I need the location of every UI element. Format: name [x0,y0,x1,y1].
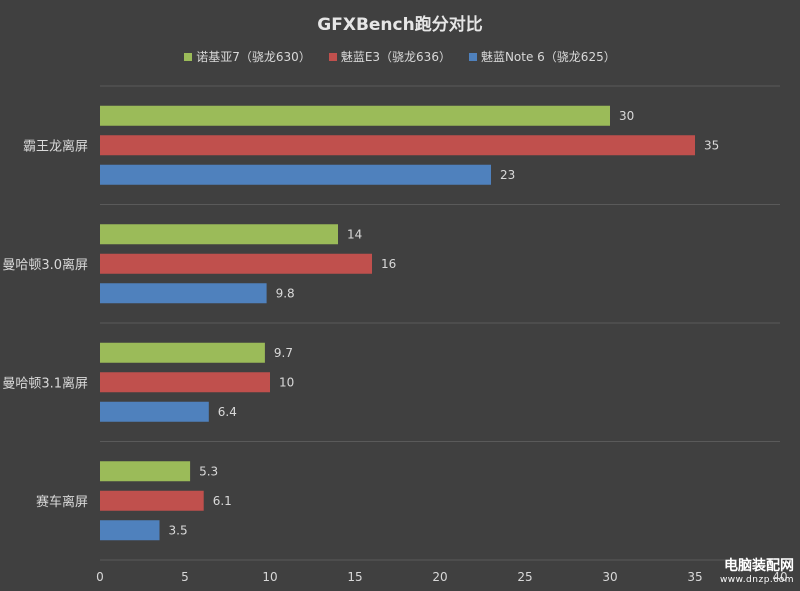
legend-label-2: 魅蓝Note 6（骁龙625） [480,50,616,64]
x-tick-label-5: 25 [517,570,532,584]
watermark-logo: 电脑装配网 www.dnzp.com [720,555,794,585]
data-label-0-0: 30 [619,109,634,123]
data-label-2-1: 9.8 [276,286,295,300]
x-tick-label-4: 20 [432,570,447,584]
x-tick-label-7: 35 [687,570,702,584]
legend-label-1: 魅蓝E3（骁龙636） [340,50,451,64]
bar-2-0 [100,164,491,185]
legend-label-0: 诺基亚7（骁龙630） [196,50,311,64]
category-label-2: 曼哈顿3.1离屏 [2,375,88,391]
data-label-1-0: 35 [704,138,719,152]
legend-item-0: 诺基亚7（骁龙630） [184,48,311,65]
data-label-0-3: 5.3 [199,464,218,478]
bar-1-0 [100,135,695,156]
watermark-name: 电脑装配网 [724,558,794,574]
data-label-0-1: 14 [347,227,362,241]
x-tick-label-8: 40 [772,570,787,584]
bar-2-1 [100,283,267,304]
x-tick-label-2: 10 [262,570,277,584]
legend-item-2: 魅蓝Note 6（骁龙625） [468,48,616,65]
data-label-2-3: 3.5 [169,523,188,537]
data-label-1-1: 16 [381,257,396,271]
bar-0-1 [100,224,338,245]
bar-1-1 [100,253,372,274]
data-label-1-3: 6.1 [213,494,232,508]
data-label-1-2: 10 [279,375,294,389]
bar-2-3 [100,520,160,541]
category-label-1: 曼哈顿3.0离屏 [2,257,88,273]
bar-1-3 [100,490,204,511]
x-tick-label-6: 30 [602,570,617,584]
bar-0-2 [100,342,265,363]
data-label-2-2: 6.4 [218,405,237,419]
bar-1-2 [100,372,270,393]
watermark-url: www.dnzp.com [719,575,794,585]
x-tick-label-0: 0 [96,570,104,584]
x-tick-label-1: 5 [181,570,189,584]
data-label-0-2: 9.7 [274,346,293,360]
chart-title: GFXBench跑分对比 [317,15,483,35]
legend-swatch-2 [468,52,477,61]
category-label-3: 赛车离屏 [36,494,88,510]
legend-item-1: 魅蓝E3（骁龙636） [328,48,451,65]
x-tick-label-3: 15 [347,570,362,584]
bar-0-0 [100,105,610,126]
bar-2-2 [100,401,209,422]
data-label-2-0: 23 [500,168,515,182]
legend: 诺基亚7（骁龙630） 魅蓝E3（骁龙636） 魅蓝Note 6（骁龙625） [0,48,800,65]
legend-swatch-0 [184,52,193,61]
legend-swatch-1 [328,52,337,61]
category-label-0: 霸王龙离屏 [23,138,88,154]
bar-0-3 [100,461,191,482]
